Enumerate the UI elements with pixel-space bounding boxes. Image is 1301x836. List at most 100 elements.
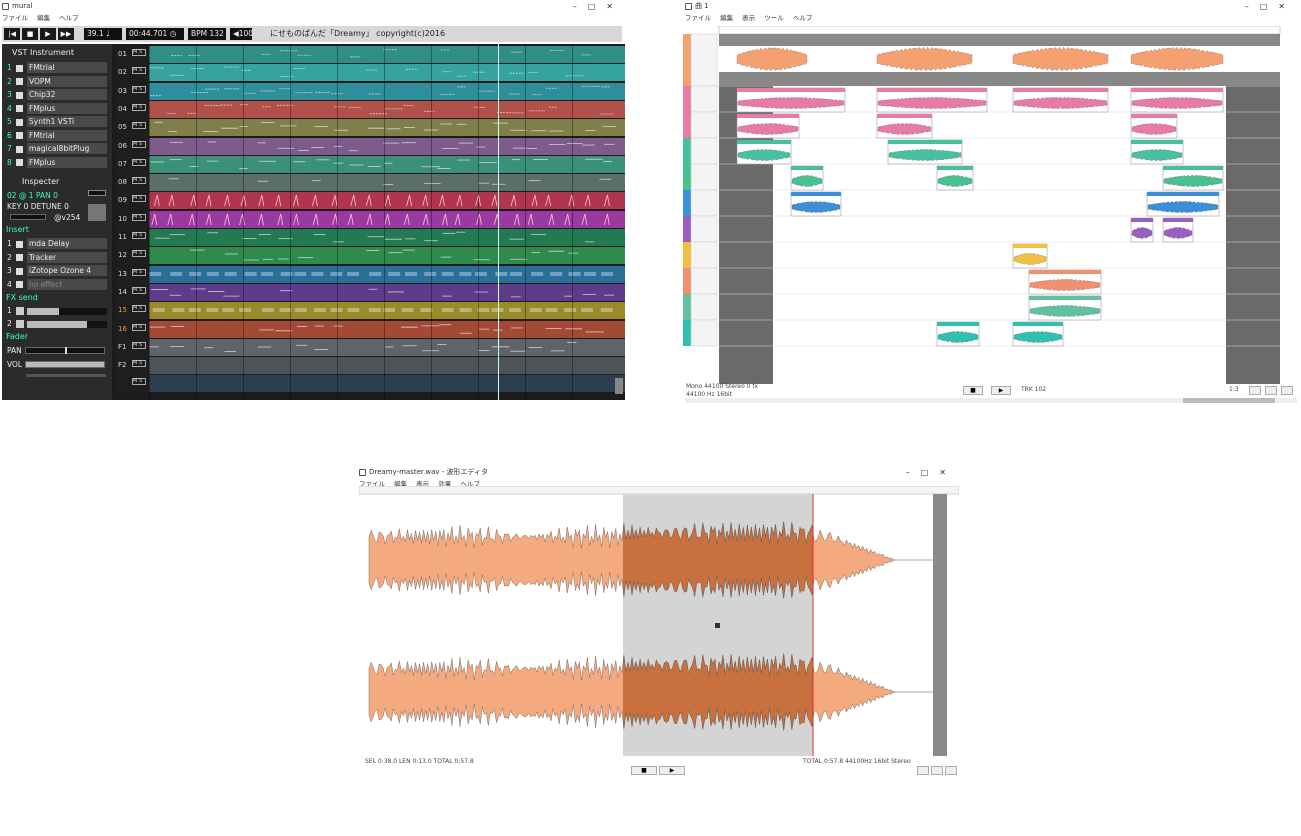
window-controls[interactable]: –□✕ [905,468,957,477]
track-lane[interactable] [149,137,625,155]
mute-solo-icon[interactable]: M S [132,177,146,185]
mute-solo-icon[interactable]: M S [132,360,146,368]
mute-solo-icon[interactable]: M S [132,195,146,203]
mute-solo-icon[interactable]: M S [132,140,146,148]
instrument-slot[interactable]: 8 FMplus [7,156,109,168]
mute-solo-icon[interactable]: M S [132,323,146,331]
mute-solo-icon[interactable]: M S [132,268,146,276]
window-controls[interactable]: –□✕ [572,2,624,11]
fx-send-1[interactable]: 1 [7,305,109,316]
vol-fader[interactable]: VOL [7,359,109,370]
menu-edit[interactable]: 編集 [394,480,408,488]
edit-icon[interactable] [16,281,23,288]
menu-view[interactable]: 表示 [416,480,430,488]
stop-button[interactable]: ■ [963,386,983,395]
instrument-slot[interactable]: 5 Synth1 VSTi [7,116,109,127]
track-lane[interactable] [149,320,625,338]
instrument-color-swatch[interactable] [88,204,106,221]
mute-solo-icon[interactable]: M S [132,378,146,386]
volume-display[interactable]: ◀100 [230,28,253,40]
edit-icon[interactable] [16,91,23,99]
track-lane[interactable] [149,119,625,137]
edit-icon[interactable] [16,64,23,72]
track-lane[interactable] [149,302,625,320]
edit-icon[interactable] [16,105,23,112]
stop-button[interactable]: ■ [631,766,657,775]
pan-mini-slider[interactable] [88,190,106,196]
mute-solo-icon[interactable]: M S [132,341,146,349]
menu-tools[interactable]: ツール [764,14,784,22]
menu-view[interactable]: 表示 [742,14,756,22]
track-label[interactable]: 03 M S [116,82,148,101]
menu-help[interactable]: ヘルプ [792,14,813,22]
bpm-display[interactable]: BPM 132 [188,28,226,40]
track-lane[interactable] [149,375,625,393]
track-label[interactable]: F2 M S [116,357,148,376]
play-button[interactable]: ▶ [991,386,1011,395]
timeline-ruler[interactable] [359,486,959,495]
edit-icon[interactable] [16,132,23,139]
lane-header[interactable] [690,85,718,113]
selection-handle[interactable] [715,623,720,628]
mute-solo-icon[interactable]: M S [132,67,146,75]
instrument-slot[interactable]: 1 FMtrial [7,62,109,73]
insert-slot[interactable]: 1 mda Delay [7,238,109,249]
track-lane[interactable] [149,265,625,283]
mute-solo-icon[interactable]: M S [132,103,146,111]
track-label[interactable]: 06 M S [116,137,148,156]
zoom-control[interactable] [615,378,623,394]
mute-solo-icon[interactable]: M S [132,232,146,239]
track-label[interactable]: 16 M S [116,320,148,339]
menu-help[interactable]: ヘルプ [460,480,480,488]
track-lane[interactable] [149,192,625,210]
track-label[interactable]: 05 M S [116,119,148,138]
instrument-slot[interactable]: 3 Chip32 [7,89,109,100]
zoom-out-button[interactable] [917,766,929,775]
mute-solo-icon[interactable]: M S [132,305,146,313]
insert-slot[interactable]: 2 Tracker [7,251,109,263]
edit-icon[interactable] [16,267,23,275]
track-label[interactable]: F1 M S [116,338,148,357]
edit-icon[interactable] [16,159,23,166]
track-label[interactable]: 04 M S [116,100,148,119]
track-lane[interactable] [149,357,625,375]
track-label[interactable]: 12 M S [116,247,148,266]
instrument-slot[interactable]: 6 FMtrial [7,129,109,141]
track-lane[interactable] [149,283,625,301]
edit-icon[interactable] [16,78,23,85]
edit-icon[interactable] [16,254,23,261]
horizontal-scrollbar[interactable] [685,398,1297,403]
fit-button[interactable] [1281,386,1293,395]
track-lane[interactable] [149,82,625,100]
lane-header[interactable] [690,33,718,87]
left-scrollbar[interactable] [26,374,106,377]
instrument-slot[interactable]: 2 VOPM [7,75,109,87]
track-lane[interactable] [149,100,625,118]
mute-solo-icon[interactable]: M S [132,286,146,294]
track-label[interactable]: 08 M S [116,174,148,193]
track-lane[interactable] [149,338,625,356]
track-lane[interactable] [149,155,625,173]
track-lane[interactable] [149,46,625,63]
vertical-scrollbar[interactable] [933,494,947,756]
zoom-out-button[interactable] [1249,386,1261,395]
zoom-in-button[interactable] [1265,386,1277,395]
pan-fader[interactable]: PAN [7,345,109,356]
track-lane[interactable] [149,247,625,265]
lane-header[interactable] [690,111,718,139]
fit-button[interactable] [945,766,957,775]
menu-edit[interactable]: 編集 [37,14,51,22]
track-label[interactable]: 13 M S [116,265,148,284]
stop-button[interactable]: ■ [22,28,38,40]
menu-help[interactable]: ヘルプ [59,14,79,22]
mute-solo-icon[interactable]: M S [132,122,146,130]
track-label[interactable]: 15 M S [116,302,148,321]
track-label[interactable]: 10 M S [116,210,148,229]
edit-icon[interactable] [16,118,23,126]
lane-header[interactable] [690,137,718,165]
lane-header[interactable] [690,319,718,347]
menu-edit[interactable]: 編集 [720,14,734,22]
mute-solo-icon[interactable]: M S [132,85,146,93]
edit-icon[interactable] [16,240,23,248]
menu-file[interactable]: ファイル [685,14,711,22]
